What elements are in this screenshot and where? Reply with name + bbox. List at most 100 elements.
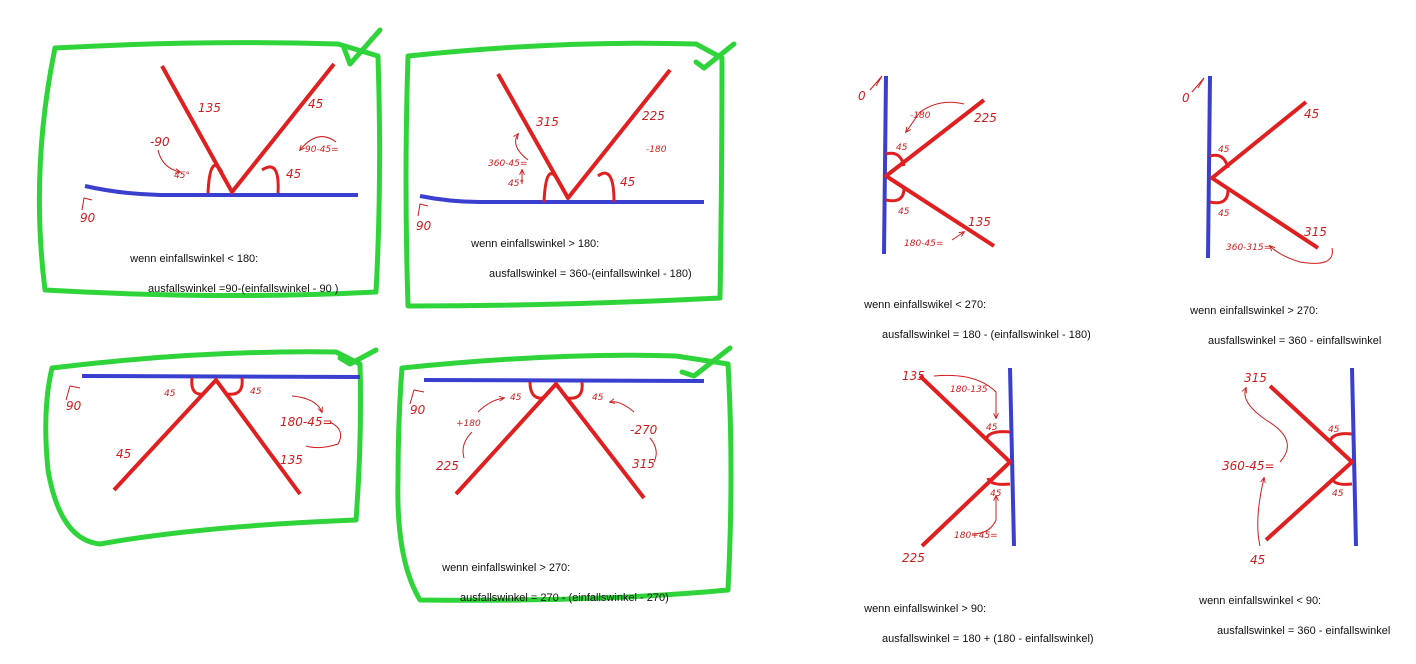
panel-3-caption: wenn einfallswikel < 270: ausfallswinkel… [858,283,1091,358]
panel-3-label-135: 135 [968,215,991,229]
panel-2-ray [496,68,672,200]
panel-3-wall [882,75,888,255]
panel-7-wall [1008,367,1016,547]
panel-6-formula: ausfallswinkel = 270 - (einfallswinkel -… [460,592,669,604]
panel-1-formula: ausfallswinkel =90-(einfallswinkel - 90 … [148,283,339,295]
panel-4-angle-bottom [1209,189,1230,205]
panel-5-checkmark [337,347,379,367]
panel-7-label-180-plus-45: 180+45= [954,531,998,541]
panel-6-label-minus270: -270 [630,423,658,437]
panel-7-note-arrow [933,374,996,418]
panel-2-caption: wenn einfallswinkel > 180: ausfallswinke… [465,222,692,297]
panel-6-angle-left [528,381,545,400]
panel-6-wall-label: 90 [410,403,426,417]
panel-8-caption: wenn einfallswinkel < 90: ausfallswinkel… [1193,579,1390,654]
panel-5-angle-right [227,377,244,396]
panel-8-label-45-ray: 45 [1250,553,1265,567]
panel-7-label-135: 135 [902,369,925,383]
panel-2-condition: wenn einfallswinkel > 180: [471,238,600,250]
panel-3-label-45-bottom: 45 [898,207,910,217]
panel-1-frame [36,40,383,299]
panel-3-label-225: 225 [974,111,997,125]
panel-4-wall [1206,75,1212,259]
panel-7-angle-bottom [986,477,1011,486]
panel-1-note-arrow-2 [300,136,337,150]
panel-8-label-45-top: 45 [1328,425,1340,435]
panel-3-formula: ausfallswinkel = 180 - (einfallswinkel -… [882,329,1091,341]
panel-6-note-arrow [477,398,504,413]
panel-7-angle-top [984,430,1011,441]
panel-6-checkmark [679,345,733,379]
panel-8-wall [1350,367,1358,547]
panel-1-label-90-45: 90-45= [305,145,339,155]
panel-1-angle-left [206,164,224,194]
panel-7-note-arrow-2 [971,496,996,535]
panel-7-condition: wenn einfallswinkel > 90: [864,603,987,615]
panel-2-label-315: 315 [536,115,559,129]
panel-3-note-arrow [906,101,965,132]
panel-5-label-135: 135 [280,453,303,467]
panel-6-label-45-a: 45 [510,393,522,403]
panel-6-condition: wenn einfallswinkel > 270: [442,562,571,574]
panel-2-note-arrow [516,134,529,161]
panel-6: 45 45 +180 -270 225 315 90 [395,345,734,603]
panel-8-label-360-45: 360-45= [1222,459,1275,473]
panel-6-label-315: 315 [632,457,655,471]
panel-1-wall-mark [81,197,93,211]
panel-2-wall-mark [417,203,429,217]
panel-8-note-arrow-2 [1257,478,1264,547]
panel-2-wall-label: 90 [416,219,432,233]
panel-6-wall [423,378,705,383]
panel-2-formula: ausfallswinkel = 360-(einfallswinkel - 1… [489,268,692,280]
panel-6-note-arrow-3 [462,431,473,459]
panel-2-label-225: 225 [642,109,665,123]
panel-1-label-45deg: 45° [174,171,190,181]
panel-6-angle-right [567,381,584,400]
panel-7-label-45-top: 45 [986,423,998,433]
panel-1-note-arrow [157,149,180,172]
panel-8-ray [1264,384,1354,542]
panel-1-label-45-right: 45 [286,167,301,181]
panel-5-frame [43,349,363,547]
panel-2-wall [419,194,704,204]
panel-6-note-arrow-4 [649,437,657,463]
panel-5-note-arrow-2 [305,421,342,449]
panel-4-caption: wenn einfallswinkel > 270: ausfallswinke… [1184,289,1381,364]
panel-4-label-45-b: 45 [1218,209,1230,219]
panel-1-checkmark [341,27,383,67]
panel-3-note-arrow-2 [951,232,964,241]
panel-5-wall-mark [65,385,81,401]
panel-5-label-45-a: 45 [164,389,176,399]
panel-6-label-plus180: +180 [456,419,481,429]
panel-8-label-45-bottom: 45 [1332,489,1344,499]
panel-8-condition: wenn einfallswinkel < 90: [1199,595,1322,607]
panel-7: 135 180-135 45 45 180+45= 225 [902,367,1016,565]
panel-3-condition: wenn einfallswikel < 270: [864,299,987,311]
panel-1-ray [160,62,336,194]
panel-5-label-45-ray: 45 [116,447,131,461]
panel-1-label-minus90: -90 [150,135,170,149]
panel-4: 45 45 45 315 360-315= 0 [1182,75,1333,264]
panel-2-checkmark [693,41,737,71]
panel-4-condition: wenn einfallswinkel > 270: [1190,305,1319,317]
panel-7-label-225: 225 [902,551,925,565]
panel-7-label-180-135: 180-135 [950,385,988,395]
panel-7-ray [918,374,1012,548]
panel-3-label-minus180: -180 [910,111,931,121]
panel-2-angle-left [542,172,560,203]
panel-5-label-180-45: 180-45= [280,415,333,429]
panel-6-ray [454,382,646,500]
panel-1-label-135: 135 [198,101,221,115]
panel-8-angle-top [1328,432,1353,443]
panel-4-label-45-top: 45 [1304,107,1319,121]
panel-4-wall-label: 0 [1182,91,1190,105]
panel-4-label-45-a: 45 [1218,145,1230,155]
panel-6-note-arrow-2 [610,402,635,413]
panel-8-angle-bottom [1330,477,1353,486]
panel-3-angle-top [885,151,906,167]
panel-3-label-45-top: 45 [896,143,908,153]
panel-5-note-arrow [291,395,322,412]
panel-2: 315 225 360-45= 45° -180 45 90 [403,40,737,309]
panel-1-angle-right [261,165,280,194]
